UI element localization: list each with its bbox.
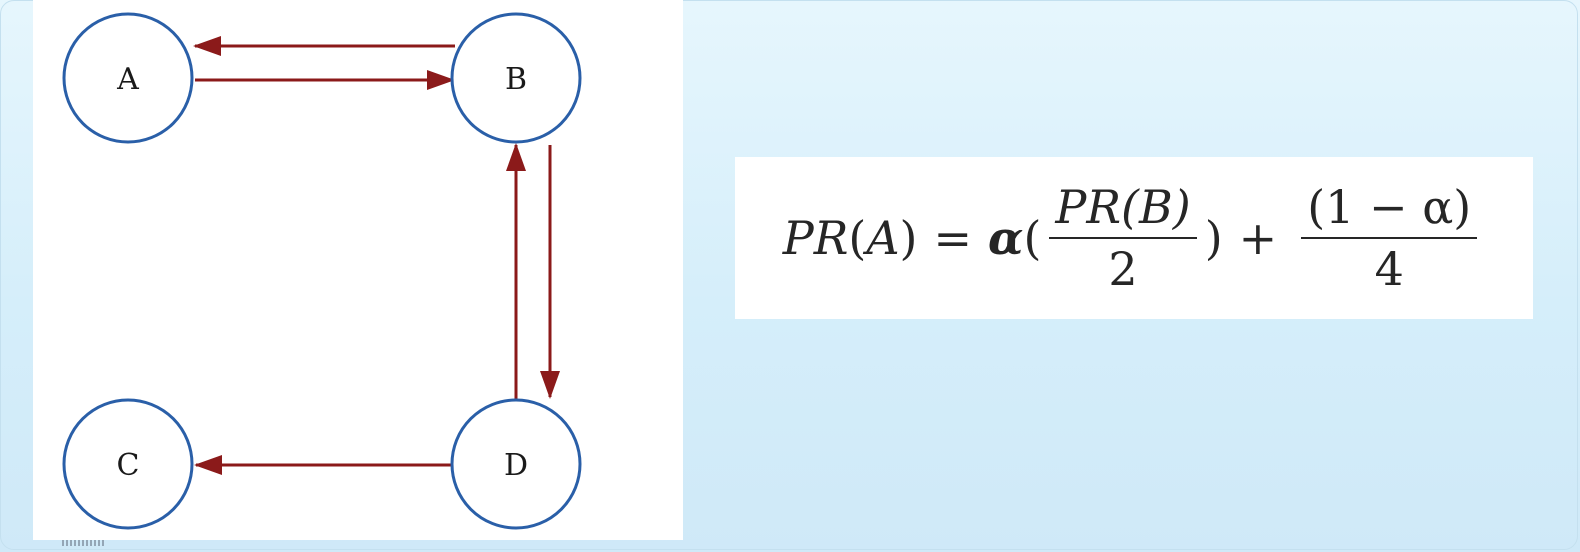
pagerank-graph: A B C D bbox=[62, 12, 582, 530]
node-d: D bbox=[450, 398, 582, 530]
node-c-label: C bbox=[117, 448, 140, 483]
fraction-2-numerator: (1 − α) bbox=[1307, 179, 1472, 234]
formula-fraction-1: PR(B) 2 bbox=[1049, 179, 1197, 296]
decorative-mark bbox=[62, 540, 104, 546]
formula-plus: + bbox=[1238, 211, 1278, 265]
formula-equals: = bbox=[933, 211, 973, 265]
node-a: A bbox=[62, 12, 194, 144]
fraction-2-bar bbox=[1301, 237, 1478, 239]
formula-fraction-2: (1 − α) 4 bbox=[1301, 179, 1478, 296]
formula-box: P R ( A ) = α ( PR(B) 2 ) + (1 − α) 4 bbox=[735, 157, 1533, 319]
fraction-1-denominator: 2 bbox=[1108, 242, 1138, 296]
formula-lhs-p: P bbox=[782, 211, 814, 265]
pagerank-formula: P R ( A ) = α ( PR(B) 2 ) + (1 − α) 4 bbox=[782, 179, 1485, 296]
graph-panel: A B C D bbox=[33, 0, 683, 540]
node-b: B bbox=[450, 12, 582, 144]
fraction-1-bar bbox=[1049, 237, 1197, 239]
formula-open-paren: ( bbox=[1023, 211, 1042, 265]
formula-close-paren: ) bbox=[1204, 211, 1223, 265]
formula-lhs-a: A bbox=[866, 211, 900, 265]
formula-lhs-close-paren: ) bbox=[899, 211, 918, 265]
formula-lhs-open-paren: ( bbox=[848, 211, 867, 265]
node-a-label: A bbox=[116, 62, 139, 97]
fraction-1-numerator: PR(B) bbox=[1055, 179, 1191, 234]
node-b-label: B bbox=[505, 62, 527, 97]
formula-lhs-r: R bbox=[813, 211, 849, 265]
node-c: C bbox=[62, 398, 194, 530]
node-d-label: D bbox=[504, 448, 528, 483]
fraction-2-denominator: 4 bbox=[1374, 242, 1404, 296]
formula-alpha: α bbox=[988, 211, 1024, 265]
